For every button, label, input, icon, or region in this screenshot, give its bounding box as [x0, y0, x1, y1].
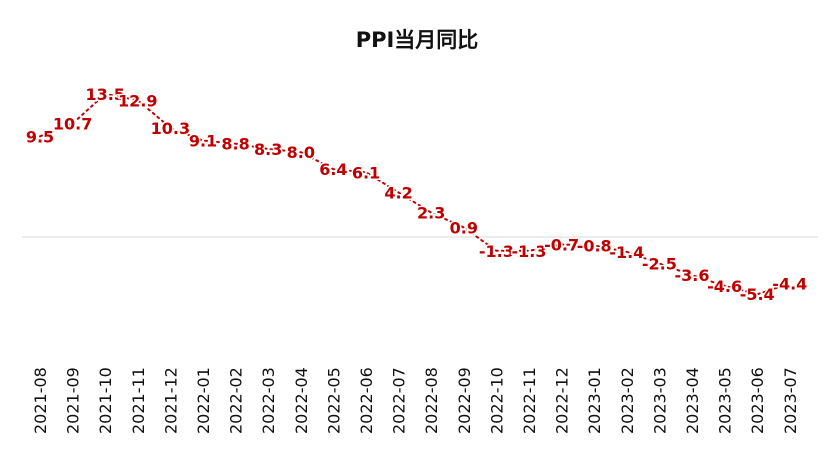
data-label: 8.8 [221, 135, 249, 154]
data-label: 13.5 [85, 85, 124, 104]
data-label: 12.9 [118, 91, 157, 110]
x-tick-label: 2023-07 [781, 367, 800, 434]
x-tick-label: 2021-10 [96, 367, 115, 434]
data-label: -5.4 [740, 285, 775, 304]
x-tick-label: 2023-02 [618, 367, 637, 434]
data-label: -2.5 [642, 255, 677, 274]
data-label: -3.6 [675, 266, 710, 285]
x-tick-label: 2023-06 [748, 367, 767, 434]
series-line [39, 92, 791, 296]
x-tick-label: 2023-03 [650, 367, 669, 434]
x-tick-label: 2021-09 [64, 367, 83, 434]
data-label: 2.3 [417, 204, 445, 223]
x-tick-label: 2023-04 [683, 367, 702, 434]
data-label: 8.0 [287, 143, 315, 162]
chart-title: PPI当月同比 [355, 28, 479, 52]
x-tick-label: 2023-01 [585, 367, 604, 434]
x-tick-label: 2022-04 [292, 367, 311, 434]
x-tick-label: 2022-11 [520, 367, 539, 434]
x-tick-label: 2021-12 [161, 367, 180, 434]
data-label: -0.7 [544, 235, 579, 254]
data-label: -1.3 [479, 242, 514, 261]
data-label: -1.3 [512, 242, 547, 261]
x-tick-label: 2022-12 [553, 367, 572, 434]
x-tick-label: 2021-08 [31, 367, 50, 434]
x-tick-label: 2021-11 [129, 367, 148, 434]
x-tick-label: 2022-02 [227, 367, 246, 434]
data-label: 10.7 [53, 115, 92, 134]
data-label: 9.1 [189, 132, 217, 151]
x-tick-label: 2022-07 [390, 367, 409, 434]
x-tick-label: 2022-10 [487, 367, 506, 434]
data-label: 4.2 [384, 184, 412, 203]
x-tick-label: 2023-05 [716, 367, 735, 434]
data-label: 6.1 [352, 163, 380, 182]
data-label: 0.9 [450, 219, 478, 238]
data-label: -0.8 [577, 237, 612, 256]
x-tick-label: 2022-06 [357, 367, 376, 434]
x-tick-label: 2022-01 [194, 367, 213, 434]
data-label: -4.6 [707, 277, 742, 296]
data-label: 8.3 [254, 140, 282, 159]
data-label: -4.4 [772, 275, 807, 294]
x-tick-label: 2022-03 [259, 367, 278, 434]
data-label: 6.4 [319, 160, 347, 179]
x-tick-label: 2022-05 [324, 367, 343, 434]
x-tick-label: 2022-09 [455, 367, 474, 434]
data-label: -1.4 [609, 243, 644, 262]
data-label: 10.3 [151, 119, 190, 138]
x-tick-label: 2022-08 [422, 367, 441, 434]
data-label: 9.5 [26, 127, 54, 146]
